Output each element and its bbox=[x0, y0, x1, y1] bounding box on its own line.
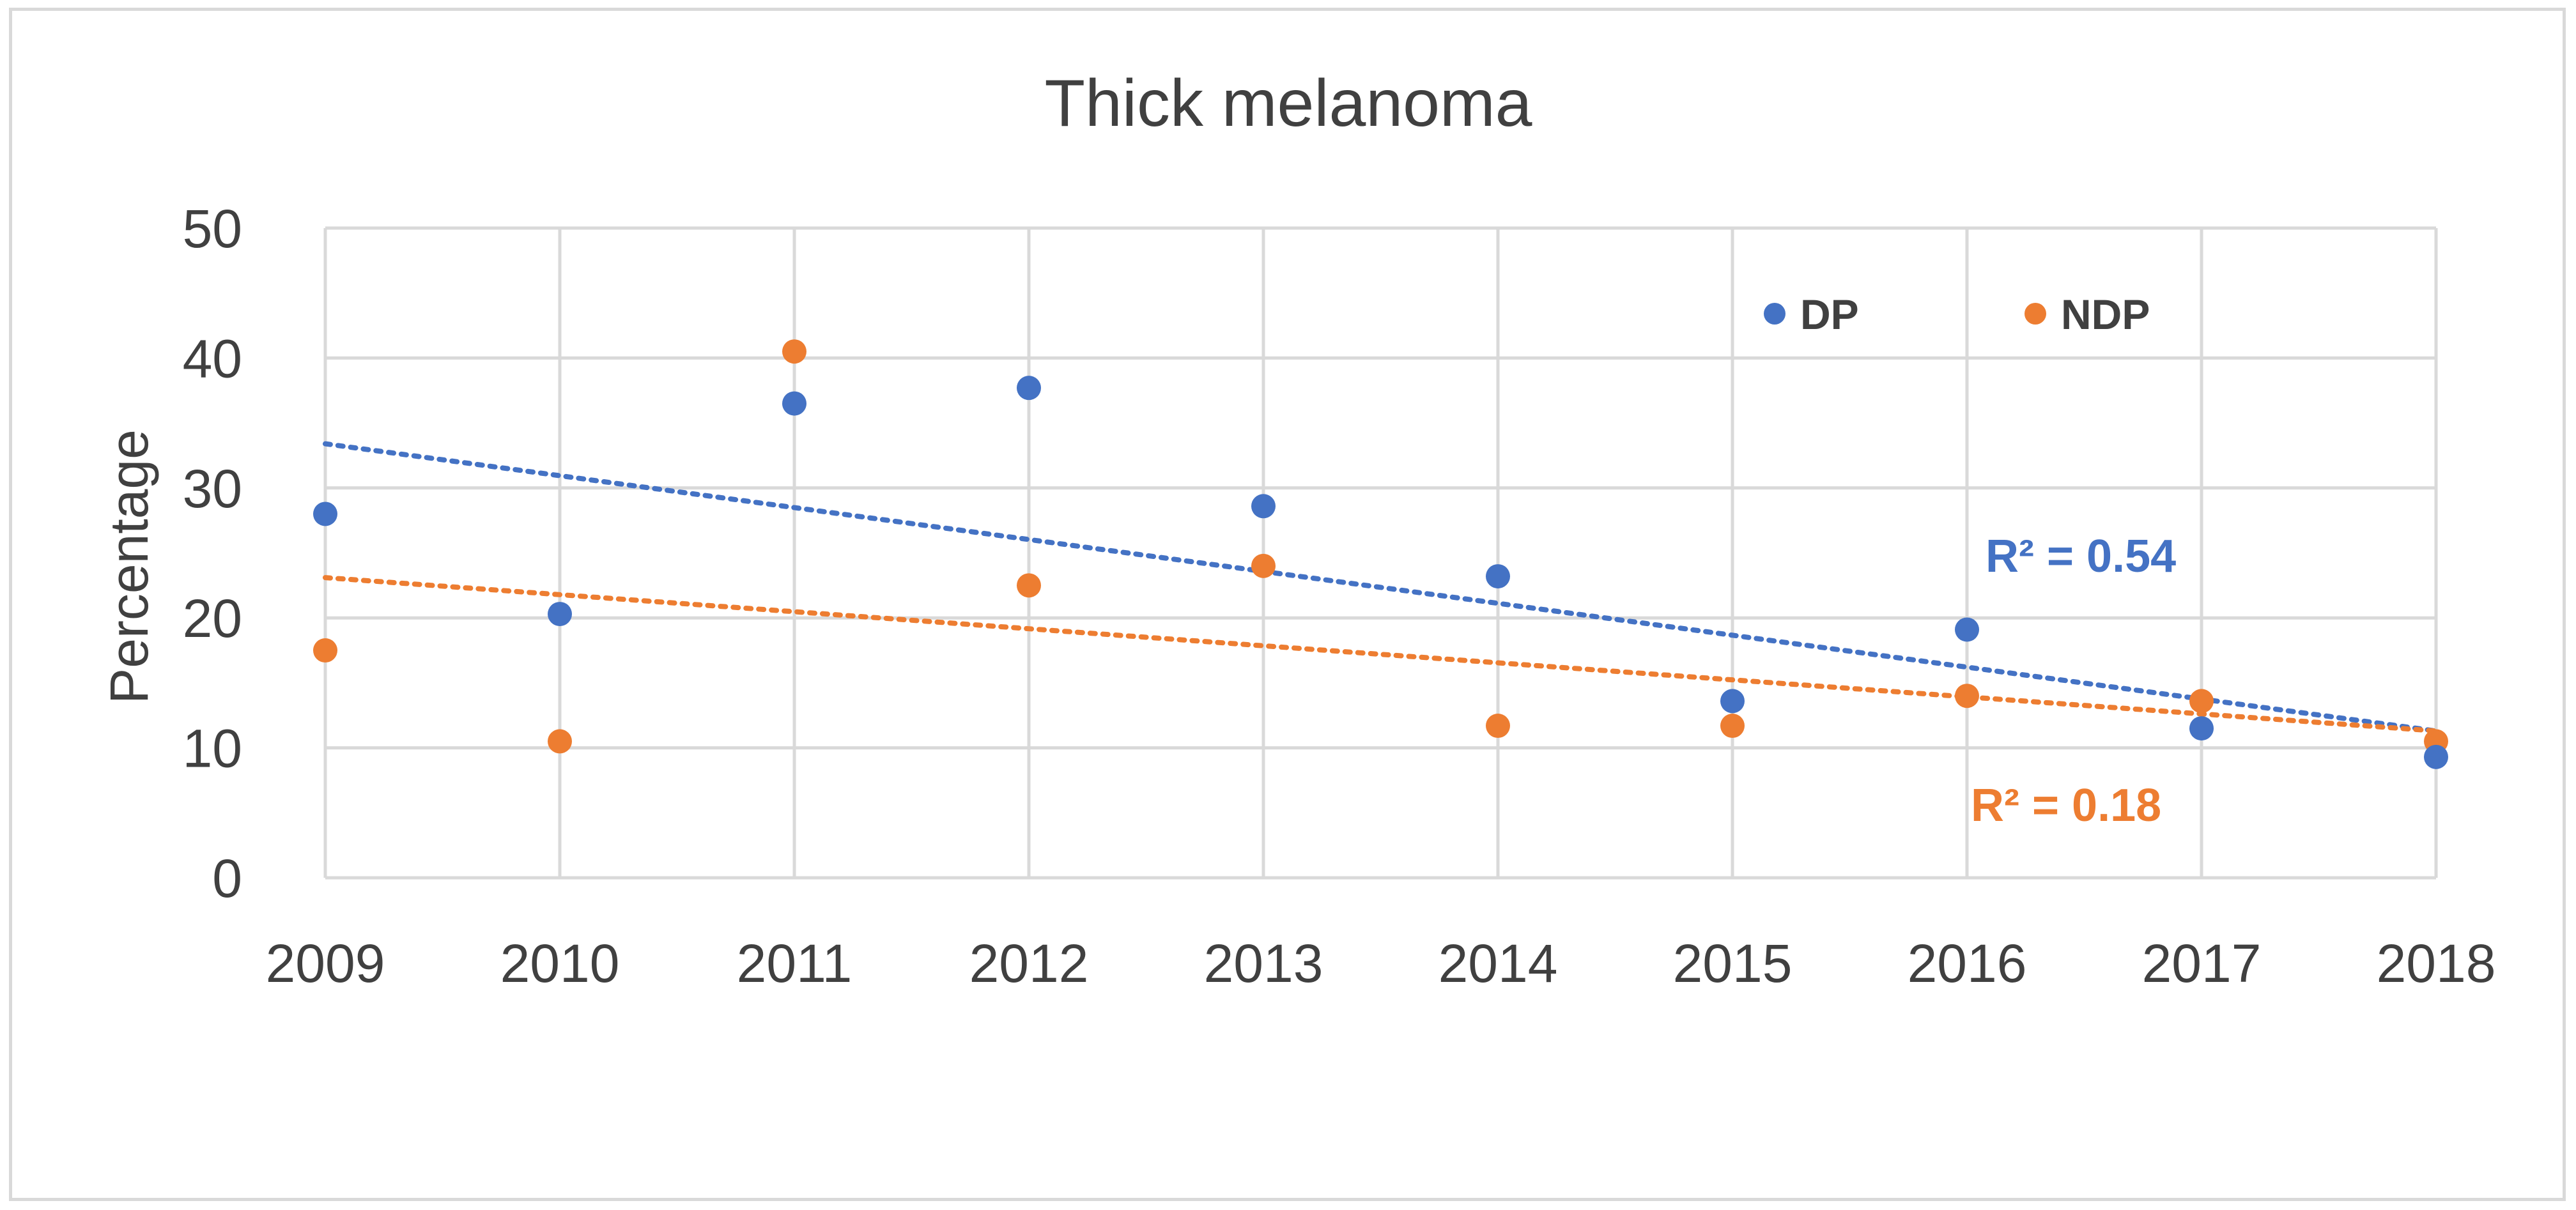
chart-frame: 0 10 20 30 40 50 2009 2010 2011 2012 2013 2014 2015… bbox=[9, 8, 2566, 1201]
chart-svg: 0 10 20 30 40 50 2009 2010 2011 2012 2013 2014 2015… bbox=[99, 66, 2496, 993]
point-dp bbox=[1017, 376, 1041, 401]
x-tick-label: 2015 bbox=[1673, 933, 1793, 993]
chart-title: Thick melanoma bbox=[1045, 66, 1532, 141]
r2-dp-label: R² = 0.54 bbox=[1986, 531, 2176, 582]
point-dp bbox=[1955, 617, 1979, 642]
data-points bbox=[313, 339, 2448, 769]
y-axis-label: Percentage bbox=[99, 429, 159, 704]
x-tick-label: 2014 bbox=[1438, 933, 1558, 993]
point-ndp bbox=[1720, 714, 1745, 739]
point-ndp bbox=[1486, 714, 1510, 739]
y-tick-label: 40 bbox=[183, 328, 242, 388]
point-ndp bbox=[1017, 573, 1041, 598]
trendlines bbox=[323, 441, 2439, 734]
point-ndp bbox=[313, 638, 337, 663]
x-tick-label: 2009 bbox=[266, 933, 385, 993]
legend-dp-marker bbox=[1764, 303, 1785, 325]
x-tick-label: 2017 bbox=[2142, 933, 2262, 993]
legend: DP NDP bbox=[1764, 291, 2150, 338]
y-tick-label: 10 bbox=[183, 719, 242, 779]
gridlines bbox=[323, 226, 2438, 880]
point-dp bbox=[548, 602, 572, 627]
legend-ndp-label: NDP bbox=[2061, 291, 2150, 338]
x-tick-label: 2010 bbox=[500, 933, 620, 993]
r2-ndp-label: R² = 0.18 bbox=[1971, 780, 2161, 831]
trendline-dp bbox=[323, 441, 2439, 734]
x-tick-label: 2011 bbox=[737, 933, 852, 993]
point-dp bbox=[1720, 689, 1745, 714]
x-tick-label: 2013 bbox=[1204, 933, 1323, 993]
x-tick-label: 2018 bbox=[2377, 933, 2496, 993]
x-tick-label: 2016 bbox=[1908, 933, 2027, 993]
point-ndp bbox=[2189, 689, 2214, 714]
y-tick-label: 0 bbox=[212, 848, 242, 908]
y-tick-label: 50 bbox=[183, 199, 242, 259]
legend-dp-label: DP bbox=[1800, 291, 1859, 338]
point-dp bbox=[2424, 744, 2448, 769]
y-tick-label: 30 bbox=[183, 459, 242, 519]
point-dp bbox=[782, 391, 806, 416]
point-ndp bbox=[1251, 553, 1276, 578]
y-tick-label: 20 bbox=[183, 588, 242, 648]
x-tick-labels: 2009 2010 2011 2012 2013 2014 2015 2016 2017 2018 bbox=[266, 933, 2496, 993]
trendline-ndp bbox=[323, 575, 2439, 734]
point-dp bbox=[1486, 564, 1510, 589]
y-tick-labels: 0 10 20 30 40 50 bbox=[183, 199, 242, 908]
point-ndp bbox=[782, 339, 806, 364]
x-tick-label: 2012 bbox=[969, 933, 1089, 993]
point-dp bbox=[1251, 494, 1276, 519]
point-ndp bbox=[1955, 684, 1979, 708]
point-dp bbox=[2189, 716, 2214, 741]
point-dp bbox=[313, 502, 337, 526]
point-ndp bbox=[548, 729, 572, 754]
legend-ndp-marker bbox=[2025, 303, 2046, 325]
